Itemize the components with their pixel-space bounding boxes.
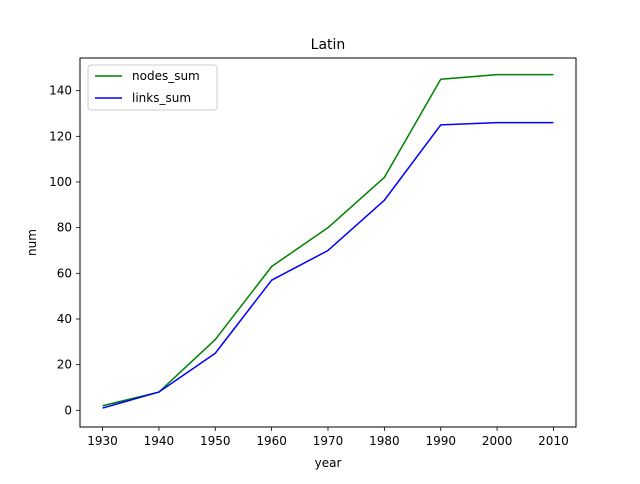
x-tick-label: 1930 bbox=[87, 434, 118, 448]
y-tick-label: 80 bbox=[57, 221, 72, 235]
x-tick-label: 1960 bbox=[256, 434, 287, 448]
y-tick-label: 100 bbox=[49, 175, 72, 189]
x-tick-label: 1940 bbox=[144, 434, 175, 448]
x-axis-label: year bbox=[315, 456, 342, 470]
x-tick-label: 2000 bbox=[482, 434, 513, 448]
x-axis: 1930 1940 1950 1960 1970 1980 1990 2000 2010 bbox=[87, 427, 569, 448]
series-line-links_sum bbox=[102, 121, 554, 409]
x-tick-label: 2010 bbox=[538, 434, 569, 448]
y-tick-label: 60 bbox=[57, 266, 72, 280]
x-tick-label: 1950 bbox=[200, 434, 231, 448]
y-axis: 0 20 40 60 80 100 120 140 bbox=[49, 84, 80, 417]
legend-label-links_sum: links_sum bbox=[132, 91, 191, 105]
y-tick-label: 120 bbox=[49, 129, 72, 143]
y-tick-label: 20 bbox=[57, 358, 72, 372]
y-tick-label: 0 bbox=[64, 403, 72, 417]
legend-label-nodes_sum: nodes_sum bbox=[132, 69, 200, 83]
y-axis-label: num bbox=[25, 229, 39, 256]
x-tick-label: 1980 bbox=[369, 434, 400, 448]
series-layer bbox=[102, 73, 554, 409]
x-tick-label: 1990 bbox=[425, 434, 456, 448]
y-tick-label: 40 bbox=[57, 312, 72, 326]
y-tick-label: 140 bbox=[49, 84, 72, 98]
x-tick-label: 1970 bbox=[313, 434, 344, 448]
series-line-nodes_sum bbox=[102, 73, 554, 407]
legend: nodes_sum links_sum bbox=[87, 64, 218, 111]
chart-title: Latin bbox=[311, 37, 346, 53]
